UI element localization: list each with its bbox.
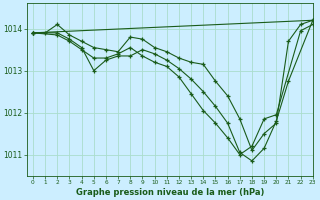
X-axis label: Graphe pression niveau de la mer (hPa): Graphe pression niveau de la mer (hPa) bbox=[76, 188, 264, 197]
